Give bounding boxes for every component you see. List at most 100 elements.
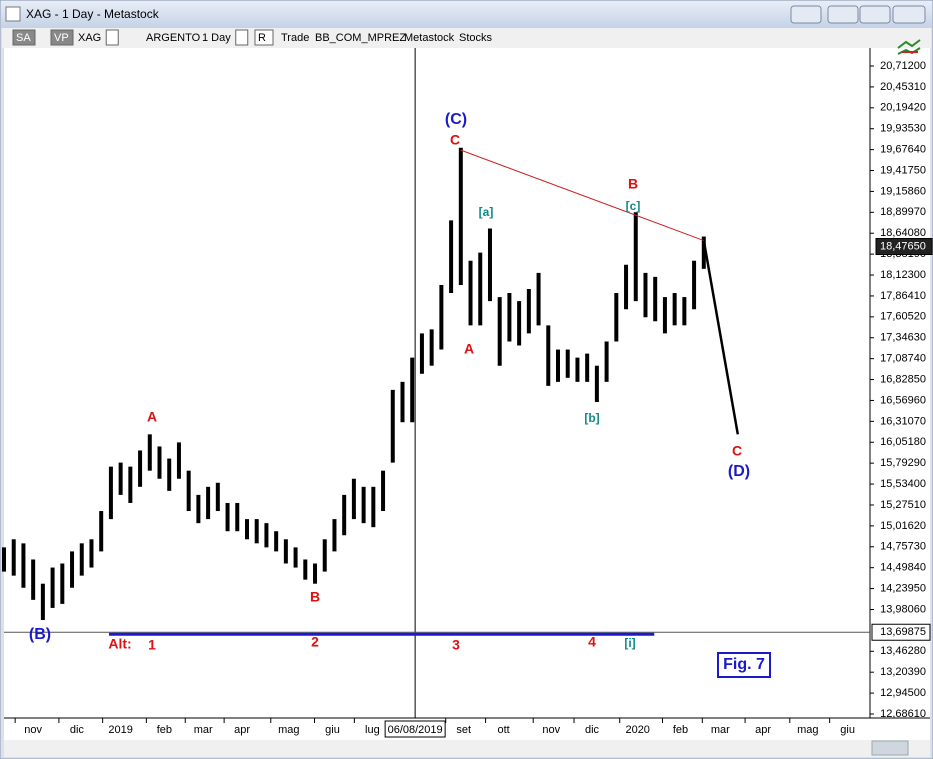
y-tick-label: 19,93530 — [880, 123, 926, 135]
wave-label: (C) — [445, 111, 467, 128]
wave-label: (D) — [728, 463, 750, 480]
x-tick-label: nov — [24, 724, 42, 736]
toolbar-label: ARGENTO — [146, 32, 201, 44]
trend-line — [702, 240, 740, 435]
level-label-box — [871, 623, 931, 641]
x-tick-label: dic — [70, 724, 85, 736]
wave-label: Fig. 7 — [723, 656, 765, 673]
y-tick-label: 19,15860 — [880, 185, 926, 197]
x-tick-label: apr — [755, 724, 771, 736]
x-tick-label: mag — [797, 724, 818, 736]
wave-label: [i] — [624, 636, 635, 650]
last-price-label: 18,47650 — [880, 240, 926, 252]
maximize-button[interactable] — [859, 5, 891, 24]
y-tick-label: 12,68610 — [880, 708, 926, 720]
wave-label: Alt: — [108, 636, 131, 652]
x-tick-label: mag — [278, 724, 299, 736]
wave-label: [c] — [626, 199, 641, 213]
y-tick-label: 14,49840 — [880, 562, 926, 574]
toolbar-label: Trade — [281, 32, 309, 44]
y-tick-label: 12,94500 — [880, 687, 926, 699]
y-tick-label: 15,27510 — [880, 499, 926, 511]
close-button[interactable] — [892, 5, 926, 24]
wave-label: [b] — [584, 411, 599, 425]
y-tick-label: 16,82850 — [880, 373, 926, 385]
y-tick-label: 18,64080 — [880, 227, 926, 239]
toolbar-label: BB_COM_MPREZ — [315, 32, 406, 44]
toolbar-label: SA — [16, 32, 31, 44]
y-tick-label: 14,75730 — [880, 541, 926, 553]
x-axis-panel — [4, 718, 930, 740]
x-tick-label: ott — [497, 724, 509, 736]
x-tick-label: giu — [325, 724, 340, 736]
y-tick-label: 20,45310 — [880, 81, 926, 93]
y-tick-label: 20,71200 — [880, 60, 926, 72]
toolbar-label: Metastock — [404, 32, 455, 44]
x-tick-label: nov — [542, 724, 560, 736]
x-tick-label: apr — [234, 724, 250, 736]
y-tick-label: 15,79290 — [880, 457, 926, 469]
y-tick-label: 16,05180 — [880, 436, 926, 448]
y-tick-label: 15,53400 — [880, 478, 926, 490]
y-tick-label: 20,19420 — [880, 102, 926, 114]
trend-line — [460, 149, 704, 242]
toolbar-label: 1 Day — [202, 32, 231, 44]
toolbar-label: Stocks — [459, 32, 493, 44]
last-price-box — [875, 237, 933, 255]
x-tick-label: giu — [840, 724, 855, 736]
wave-label: 3 — [452, 637, 460, 653]
y-tick-label: 16,31070 — [880, 415, 926, 427]
x-tick-label: mar — [711, 724, 730, 736]
y-tick-label: 13,98060 — [880, 603, 926, 615]
x-tick-label: set — [456, 724, 471, 736]
y-tick-label: 16,56960 — [880, 394, 926, 406]
toolbar-label: R — [258, 32, 266, 44]
y-tick-label: 17,08740 — [880, 353, 926, 365]
cursor-label-box — [384, 720, 446, 738]
app-icon — [5, 6, 21, 22]
dropdown[interactable] — [235, 29, 249, 46]
figure-box — [717, 652, 771, 678]
wave-label: 2 — [311, 634, 319, 650]
scroll-thumb[interactable] — [871, 740, 909, 756]
wave-label: C — [450, 132, 460, 148]
x-tick-label: mar — [194, 724, 213, 736]
x-tick-label: feb — [673, 724, 688, 736]
plot-area — [4, 48, 870, 718]
toolbar-button[interactable] — [254, 29, 274, 46]
x-tick-label: 2019 — [108, 724, 132, 736]
wave-label: A — [464, 341, 474, 357]
wave-label: 1 — [148, 637, 156, 653]
level-label: 13,69875 — [880, 626, 926, 638]
restore-button[interactable] — [790, 5, 822, 24]
y-tick-label: 18,89970 — [880, 206, 926, 218]
wave-label: [a] — [479, 205, 494, 219]
y-tick-label: 17,60520 — [880, 311, 926, 323]
wave-label: B — [310, 589, 320, 605]
wave-label: C — [732, 443, 742, 459]
scrollbar[interactable] — [4, 740, 930, 757]
y-tick-label: 17,34630 — [880, 332, 926, 344]
wave-label: 4 — [588, 634, 596, 650]
window-title: XAG - 1 Day - Metastock — [26, 7, 160, 21]
wave-label: B — [628, 176, 638, 192]
toolbar-button[interactable] — [50, 29, 74, 46]
x-tick-label: feb — [157, 724, 172, 736]
toolbar — [2, 28, 931, 48]
y-tick-label: 19,67640 — [880, 144, 926, 156]
y-tick-label: 19,41750 — [880, 164, 926, 176]
y-tick-label: 18,12300 — [880, 269, 926, 281]
title-bar — [1, 1, 932, 28]
wave-label: (B) — [29, 626, 51, 643]
y-tick-label: 13,46280 — [880, 645, 926, 657]
y-axis-panel — [870, 48, 930, 718]
dropdown[interactable] — [105, 29, 119, 46]
wave-label: A — [147, 409, 157, 425]
minimize-button[interactable] — [827, 5, 859, 24]
toolbar-button[interactable] — [12, 29, 36, 46]
y-tick-label: 15,01620 — [880, 520, 926, 532]
x-tick-label: dic — [585, 724, 600, 736]
y-tick-label: 14,23950 — [880, 582, 926, 594]
